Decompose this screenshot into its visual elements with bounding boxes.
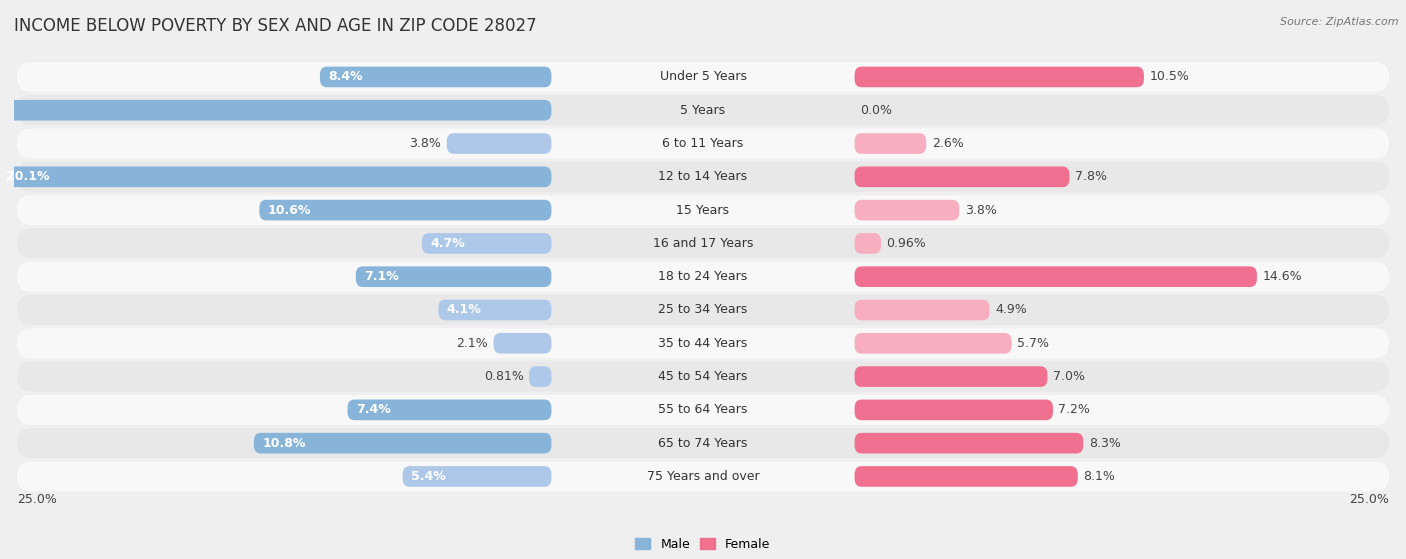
- FancyBboxPatch shape: [855, 466, 1078, 487]
- Text: 7.1%: 7.1%: [364, 270, 399, 283]
- Text: 0.81%: 0.81%: [484, 370, 523, 383]
- FancyBboxPatch shape: [855, 233, 882, 254]
- Text: 18 to 24 Years: 18 to 24 Years: [658, 270, 748, 283]
- FancyBboxPatch shape: [347, 400, 551, 420]
- Text: 8.4%: 8.4%: [328, 70, 363, 83]
- FancyBboxPatch shape: [17, 62, 1389, 92]
- Text: 10.5%: 10.5%: [1150, 70, 1189, 83]
- Text: 25.0%: 25.0%: [1350, 492, 1389, 505]
- FancyBboxPatch shape: [855, 200, 959, 220]
- Text: 35 to 44 Years: 35 to 44 Years: [658, 337, 748, 350]
- FancyBboxPatch shape: [17, 395, 1389, 425]
- Text: 5 Years: 5 Years: [681, 104, 725, 117]
- Text: 15 Years: 15 Years: [676, 203, 730, 217]
- Text: 2.1%: 2.1%: [457, 337, 488, 350]
- FancyBboxPatch shape: [17, 262, 1389, 292]
- Text: 75 Years and over: 75 Years and over: [647, 470, 759, 483]
- Text: 25.0%: 25.0%: [17, 492, 56, 505]
- FancyBboxPatch shape: [17, 428, 1389, 458]
- FancyBboxPatch shape: [17, 162, 1389, 192]
- FancyBboxPatch shape: [17, 95, 1389, 125]
- FancyBboxPatch shape: [0, 100, 551, 121]
- Text: 65 to 74 Years: 65 to 74 Years: [658, 437, 748, 449]
- FancyBboxPatch shape: [855, 333, 1012, 354]
- Text: Under 5 Years: Under 5 Years: [659, 70, 747, 83]
- Text: INCOME BELOW POVERTY BY SEX AND AGE IN ZIP CODE 28027: INCOME BELOW POVERTY BY SEX AND AGE IN Z…: [14, 17, 537, 35]
- Text: 4.9%: 4.9%: [995, 304, 1026, 316]
- Text: 12 to 14 Years: 12 to 14 Years: [658, 170, 748, 183]
- FancyBboxPatch shape: [259, 200, 551, 220]
- FancyBboxPatch shape: [321, 67, 551, 87]
- FancyBboxPatch shape: [855, 67, 1144, 87]
- FancyBboxPatch shape: [254, 433, 551, 453]
- FancyBboxPatch shape: [494, 333, 551, 354]
- FancyBboxPatch shape: [855, 400, 1053, 420]
- Text: Source: ZipAtlas.com: Source: ZipAtlas.com: [1281, 17, 1399, 27]
- Text: 20.1%: 20.1%: [6, 170, 49, 183]
- FancyBboxPatch shape: [17, 462, 1389, 491]
- FancyBboxPatch shape: [855, 167, 1070, 187]
- FancyBboxPatch shape: [855, 133, 927, 154]
- Text: 5.7%: 5.7%: [1017, 337, 1049, 350]
- FancyBboxPatch shape: [17, 295, 1389, 325]
- Text: 4.1%: 4.1%: [447, 304, 481, 316]
- Text: 10.6%: 10.6%: [267, 203, 311, 217]
- Text: 4.7%: 4.7%: [430, 237, 465, 250]
- Text: 10.8%: 10.8%: [262, 437, 305, 449]
- Text: 16 and 17 Years: 16 and 17 Years: [652, 237, 754, 250]
- Text: 7.0%: 7.0%: [1053, 370, 1085, 383]
- FancyBboxPatch shape: [855, 267, 1257, 287]
- FancyBboxPatch shape: [17, 195, 1389, 225]
- Text: 55 to 64 Years: 55 to 64 Years: [658, 404, 748, 416]
- Text: 3.8%: 3.8%: [965, 203, 997, 217]
- FancyBboxPatch shape: [0, 167, 551, 187]
- FancyBboxPatch shape: [439, 300, 551, 320]
- FancyBboxPatch shape: [17, 129, 1389, 159]
- Text: 14.6%: 14.6%: [1263, 270, 1302, 283]
- FancyBboxPatch shape: [855, 300, 990, 320]
- FancyBboxPatch shape: [356, 267, 551, 287]
- FancyBboxPatch shape: [402, 466, 551, 487]
- Text: 7.2%: 7.2%: [1059, 404, 1091, 416]
- Text: 7.4%: 7.4%: [356, 404, 391, 416]
- Text: 7.8%: 7.8%: [1076, 170, 1107, 183]
- FancyBboxPatch shape: [422, 233, 551, 254]
- Text: 8.3%: 8.3%: [1088, 437, 1121, 449]
- Text: 6 to 11 Years: 6 to 11 Years: [662, 137, 744, 150]
- Text: 2.6%: 2.6%: [932, 137, 963, 150]
- Legend: Male, Female: Male, Female: [630, 533, 776, 556]
- Text: 25 to 34 Years: 25 to 34 Years: [658, 304, 748, 316]
- FancyBboxPatch shape: [529, 366, 551, 387]
- FancyBboxPatch shape: [447, 133, 551, 154]
- Text: 5.4%: 5.4%: [411, 470, 446, 483]
- FancyBboxPatch shape: [855, 366, 1047, 387]
- FancyBboxPatch shape: [855, 433, 1083, 453]
- FancyBboxPatch shape: [17, 328, 1389, 358]
- FancyBboxPatch shape: [17, 229, 1389, 258]
- Text: 0.96%: 0.96%: [887, 237, 927, 250]
- FancyBboxPatch shape: [17, 362, 1389, 391]
- Text: 45 to 54 Years: 45 to 54 Years: [658, 370, 748, 383]
- Text: 3.8%: 3.8%: [409, 137, 441, 150]
- Text: 0.0%: 0.0%: [860, 104, 891, 117]
- Text: 8.1%: 8.1%: [1083, 470, 1115, 483]
